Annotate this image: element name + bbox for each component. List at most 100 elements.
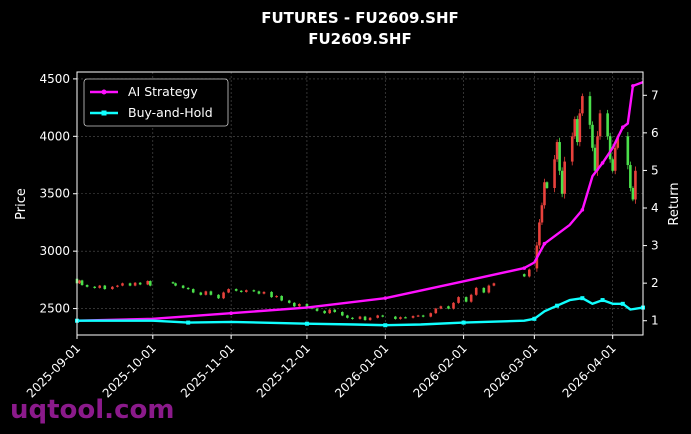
x-tick-label: 2025-11-01 [178,341,237,400]
series-point-buy-and-hold [383,323,388,328]
candle-body [593,147,597,171]
candle-body [626,136,630,166]
candle-body [576,119,579,143]
x-tick-label: 2025-09-01 [24,341,83,400]
candle-body [560,170,564,194]
candle-body [111,286,114,290]
candle-body [598,113,602,137]
y2-tick-label: 2 [651,276,659,290]
x-tick-label: 2026-03-01 [481,341,540,400]
series-point-buy-and-hold [620,301,625,306]
y-tick-label: 2500 [39,302,70,316]
candle-body [474,287,478,295]
legend-marker-buy-and-hold [101,110,107,116]
series-point-buy-and-hold [304,321,309,326]
legend: AI Strategy Buy-and-Hold [83,78,229,127]
candle-body [293,302,296,307]
candle-body [553,159,556,188]
candle-body [133,282,137,286]
candle-body [171,282,175,284]
legend-label-ai-strategy: AI Strategy [128,84,198,99]
y2-tick-label: 3 [651,239,659,253]
return-series [75,80,645,328]
series-point-ai-strategy [600,161,605,165]
candle-body [538,222,541,246]
candle-body [209,291,213,295]
candle-body [611,159,614,171]
series-point-buy-and-hold [186,320,191,325]
candle-body [487,285,491,293]
series-point-buy-and-hold [532,316,537,321]
candle-body [103,285,107,290]
candle-body [128,283,132,286]
candle-body [244,290,248,292]
candle-body [616,136,620,148]
candle-body [298,303,301,307]
series-point-ai-strategy [580,208,585,212]
candle-body [527,269,531,277]
candle-body [234,289,238,291]
candle-body [376,315,379,318]
candle-body [573,119,577,137]
series-point-ai-strategy [542,241,547,246]
candle-body [191,289,195,293]
candle-body [78,280,81,284]
candle-body [452,302,455,309]
y2-tick-label: 7 [651,88,659,102]
candle-body [416,315,420,317]
candle-body [146,281,150,285]
candle-body [275,295,278,298]
candle-body [482,287,486,293]
candle-body [394,316,397,319]
x-tick-label: 2026-01-01 [332,341,391,400]
candle-body [239,290,243,292]
candlesticks [75,91,637,321]
candle-body [270,291,273,298]
y-tick-label: 3500 [39,187,70,201]
series-point-ai-strategy [522,266,527,270]
candle-body [222,292,225,299]
candle-body [634,170,637,200]
candle-body [217,294,220,299]
candle-body [121,283,124,286]
legend-box [83,78,229,127]
candle-body [543,182,546,206]
candle-body [613,147,617,171]
series-point-buy-and-hold [600,298,605,303]
candle-body [563,161,566,194]
candle-body [287,300,291,303]
candle-body [358,316,362,319]
candle-body [629,165,632,188]
candle-body [558,142,561,171]
legend-label-buy-and-hold: Buy-and-Hold [128,105,213,120]
series-point-ai-strategy [383,296,388,300]
candle-body [439,306,443,309]
candle-body [138,282,142,285]
candle-body [578,113,582,143]
candle-body [85,285,89,287]
candle-body [227,289,230,293]
candle-body [351,317,354,319]
chart-title: FUTURES - FU2609.SHF [261,9,459,27]
candle-body [368,317,372,321]
y2-tick-label: 4 [651,201,659,215]
candle-body [204,291,208,295]
x-tick-label: 2025-10-01 [100,341,159,400]
y2-axis: 1 2 3 4 5 6 7 [643,88,659,328]
y2-tick-label: 1 [651,314,659,328]
candle-body [492,283,496,286]
y2-tick-label: 5 [651,163,659,177]
candle-body [80,280,84,286]
candle-body [305,303,309,308]
x-axis: 2025-09-01 2025-10-01 2025-11-01 2025-12-01… [24,335,619,400]
candle-body [608,136,612,160]
candle-body [333,309,337,313]
candle-body [116,285,119,287]
series-point-ai-strategy [620,125,625,130]
candle-body [315,308,319,311]
candle-body [457,297,460,303]
candle-body [588,96,592,125]
candle-body [606,113,609,137]
y-axis: 2500 3000 3500 4000 4500 [39,72,77,316]
candle-body [404,317,407,319]
